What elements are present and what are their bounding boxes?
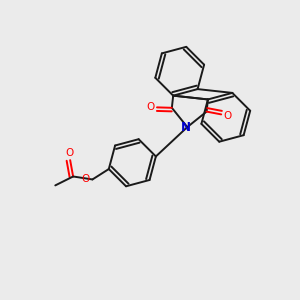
Text: O: O xyxy=(65,148,74,158)
Text: O: O xyxy=(224,111,232,121)
Text: O: O xyxy=(81,175,89,184)
Text: N: N xyxy=(181,121,191,134)
Text: O: O xyxy=(146,102,154,112)
